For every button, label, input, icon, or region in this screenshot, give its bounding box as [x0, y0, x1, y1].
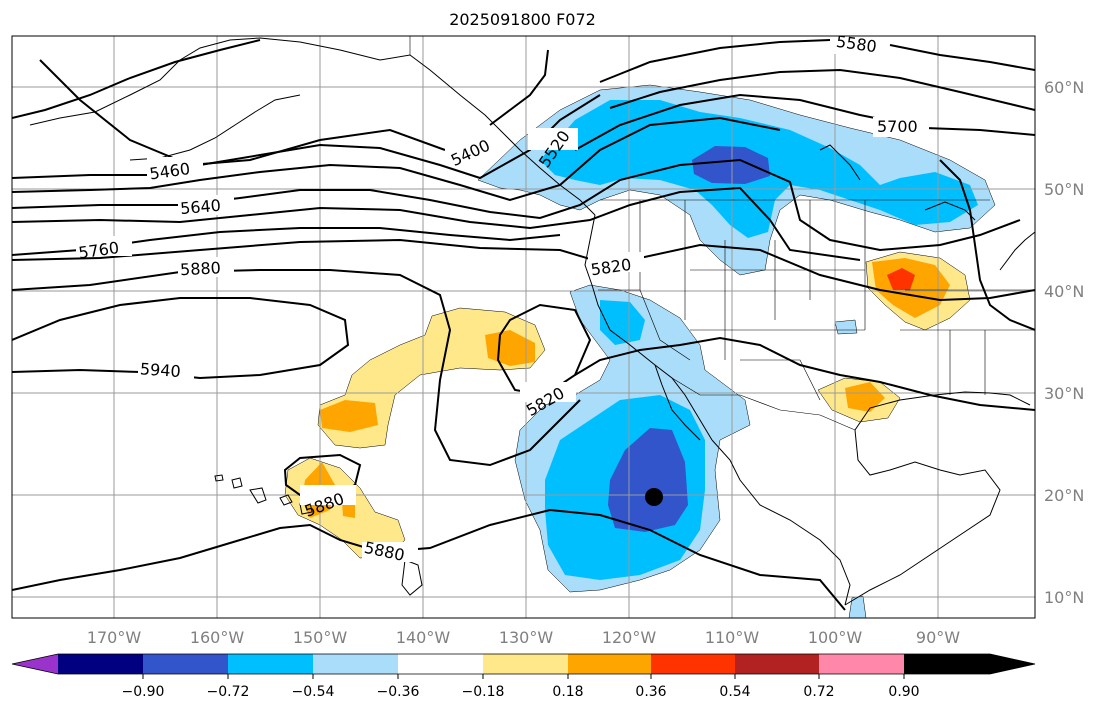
shade-north-darkblue [692, 146, 770, 184]
latitude-labels: 60°N 50°N 40°N 30°N 20°N 10°N [1044, 78, 1084, 607]
lat-label-60n: 60°N [1044, 78, 1084, 97]
shade-texas-orange [845, 382, 885, 412]
colorbar-segment-9 [735, 654, 819, 674]
contour-label-5580: 5580 [835, 32, 878, 56]
coast-baja [654, 364, 701, 441]
coast-east [999, 231, 1035, 271]
lon-label-100w: 100°W [808, 628, 863, 647]
colorbar-segment-2 [143, 654, 228, 674]
lon-label-90w: 90°W [916, 628, 960, 647]
coast-hawaii [249, 487, 423, 596]
colorbar-segment-8 [651, 654, 735, 674]
figure-title: 2025091800 F072 [449, 10, 596, 29]
colorbar-segment-5 [398, 654, 483, 674]
coast-aleutians [129, 94, 301, 161]
gridlines [12, 36, 1035, 618]
colorbar-tick-label: −0.36 [377, 684, 420, 700]
map-layers: 5580 5700 5460 5400 5520 5640 5760 5880 … [12, 32, 1035, 618]
contour-label-5880: 5880 [180, 258, 222, 279]
shade-south-darkblue [608, 428, 688, 532]
colorbar-tick-label: −0.18 [462, 684, 505, 700]
coast-bc [584, 214, 596, 286]
lat-label-10n: 10°N [1044, 588, 1084, 607]
shade-midwest-red [887, 268, 915, 290]
lon-label-140w: 140°W [396, 628, 451, 647]
colorbar-tick-label: 0.90 [888, 684, 919, 700]
colorbar-tick-label: 0.18 [552, 684, 583, 700]
colorbar-tick-label: −0.54 [292, 684, 335, 700]
lon-label-110w: 110°W [705, 628, 760, 647]
lat-label-30n: 30°N [1044, 384, 1084, 403]
contour-label-5700: 5700 [877, 117, 918, 136]
colorbar-tick-label: 0.72 [803, 684, 834, 700]
lon-label-150w: 150°W [293, 628, 348, 647]
contour-5640-north [609, 68, 1035, 111]
colorbar-outline [11, 653, 1036, 675]
colorbar-segment-6 [483, 654, 568, 674]
storm-center-marker [645, 488, 663, 506]
map-border [11, 35, 1036, 619]
colorbar-segment-1 [58, 654, 143, 674]
lat-label-40n: 40°N [1044, 282, 1084, 301]
colorbar-segment-10 [819, 654, 904, 674]
lon-label-120w: 120°W [602, 628, 657, 647]
colorbar-tick-label: −0.90 [122, 684, 165, 700]
contour-5640 [12, 158, 1021, 252]
colorbar-extend-min [12, 654, 58, 674]
colorbar-ticks [142, 674, 905, 679]
contour-5400-b [489, 49, 549, 126]
contour-5580 [599, 39, 831, 83]
lon-label-170w: 170°W [87, 628, 142, 647]
contour-5820-mid [574, 336, 1035, 411]
contour-5580-south [12, 116, 781, 202]
contour-5580-b [889, 44, 1035, 71]
coast-mexico [711, 439, 851, 606]
colorbar-extend-max [904, 654, 1035, 674]
contour-5700-b [12, 186, 861, 261]
contour-5400 [12, 39, 261, 119]
lon-label-160w: 160°W [190, 628, 245, 647]
contour-label-5940: 5940 [139, 359, 181, 381]
colorbar-segment-7 [568, 654, 651, 674]
shade-pacific-orange [320, 330, 535, 432]
colorbar-tick-label: 0.54 [719, 684, 750, 700]
lat-label-50n: 50°N [1044, 180, 1084, 199]
coast-islands [214, 474, 243, 489]
colorbar-segment-3 [228, 654, 313, 674]
longitude-labels: 170°W 160°W 150°W 140°W 130°W 120°W 110°… [87, 628, 960, 647]
colorbar-tick-label: −0.72 [207, 684, 250, 700]
colorbar-segment-4 [313, 654, 398, 674]
coast-alaska [29, 37, 596, 216]
contour-5760-east [939, 159, 1035, 331]
colorbar-tick-label: 0.36 [635, 684, 666, 700]
colorbar: −0.90 −0.72 −0.54 −0.36 −0.18 0.18 0.36 … [11, 653, 1036, 700]
lat-label-20n: 20°N [1044, 486, 1084, 505]
contour-label-5640: 5640 [179, 196, 221, 218]
lon-label-130w: 130°W [499, 628, 554, 647]
contour-5700 [574, 93, 1035, 151]
